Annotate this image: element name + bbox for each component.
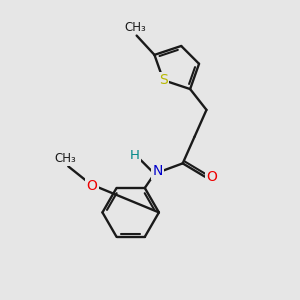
Text: O: O — [206, 170, 217, 184]
Text: O: O — [87, 179, 98, 193]
Text: H: H — [130, 149, 140, 162]
Text: N: N — [152, 164, 163, 178]
Text: CH₃: CH₃ — [124, 21, 146, 34]
Text: CH₃: CH₃ — [54, 152, 76, 165]
Text: S: S — [159, 73, 168, 87]
